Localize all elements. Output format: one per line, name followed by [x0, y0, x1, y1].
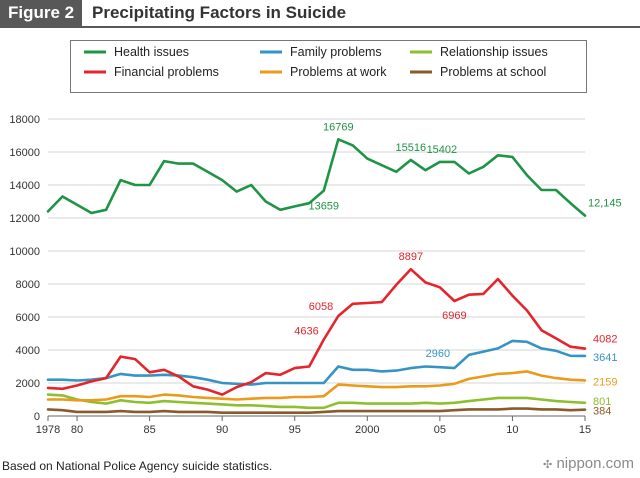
figure-badge: Figure 2: [0, 0, 83, 26]
x-tick-label: 2000: [355, 424, 379, 436]
x-tick-label: 90: [216, 424, 228, 436]
header-rule: [0, 26, 640, 28]
x-tick-label: 05: [434, 424, 446, 436]
series-line-health-issues: [46, 138, 587, 217]
y-tick-label: 4000: [16, 345, 40, 357]
legend-label: Problems at work: [290, 65, 387, 79]
series-line-relationship-issues: [46, 393, 587, 410]
y-tick-label: 6000: [16, 312, 40, 324]
data-label: 15402: [427, 144, 458, 156]
data-label: 384: [593, 406, 611, 418]
data-label: 801: [593, 396, 611, 408]
legend-label: Relationship issues: [440, 45, 548, 59]
x-tick-label: 80: [71, 424, 83, 436]
y-tick-label: 8000: [16, 279, 40, 291]
x-tick-label: 85: [143, 424, 155, 436]
series-line-family-problems: [46, 339, 587, 386]
y-tick-label: 0: [34, 411, 40, 423]
data-label: 12,145: [588, 198, 622, 210]
legend-label: Health issues: [114, 45, 189, 59]
x-tick-label: 1978: [36, 424, 60, 436]
brand-logo: ✣ nippon.com: [543, 455, 634, 472]
y-tick-label: 2000: [16, 378, 40, 390]
data-label: 4082: [593, 334, 617, 346]
legend-label: Family problems: [290, 45, 382, 59]
figure-header: Figure 2 Precipitating Factors in Suicid…: [0, 0, 640, 28]
data-label: 4636: [294, 326, 318, 338]
chart-title: Precipitating Factors in Suicide: [92, 3, 347, 22]
series-line-problems-at-work: [46, 370, 587, 402]
x-tick-label: 95: [289, 424, 301, 436]
x-tick-label: 15: [579, 424, 591, 436]
legend-label: Financial problems: [114, 65, 219, 79]
brand-mark-icon: ✣: [543, 459, 553, 471]
data-label: 3641: [593, 352, 617, 364]
source-note: Based on National Police Agency suicide …: [2, 459, 273, 473]
data-label: 8897: [399, 251, 423, 263]
series-line-financial-problems: [46, 267, 587, 396]
data-label: 2960: [426, 348, 450, 360]
x-tick-label: 10: [506, 424, 518, 436]
data-label: 6969: [442, 310, 466, 322]
y-tick-label: 12000: [9, 213, 40, 225]
data-label: 2159: [593, 376, 617, 388]
data-label: 6058: [309, 301, 333, 313]
data-label: 16769: [323, 121, 354, 133]
y-tick-label: 14000: [9, 180, 40, 192]
legend-box: [70, 40, 587, 93]
y-tick-label: 10000: [9, 246, 40, 258]
brand-name: nippon.com: [556, 455, 634, 472]
y-tick-label: 18000: [9, 114, 40, 126]
series-line-problems-at-school: [46, 407, 587, 415]
legend-label: Problems at school: [440, 65, 546, 79]
y-tick-label: 16000: [9, 147, 40, 159]
data-label: 15516: [396, 142, 427, 154]
data-label: 13659: [308, 201, 339, 213]
